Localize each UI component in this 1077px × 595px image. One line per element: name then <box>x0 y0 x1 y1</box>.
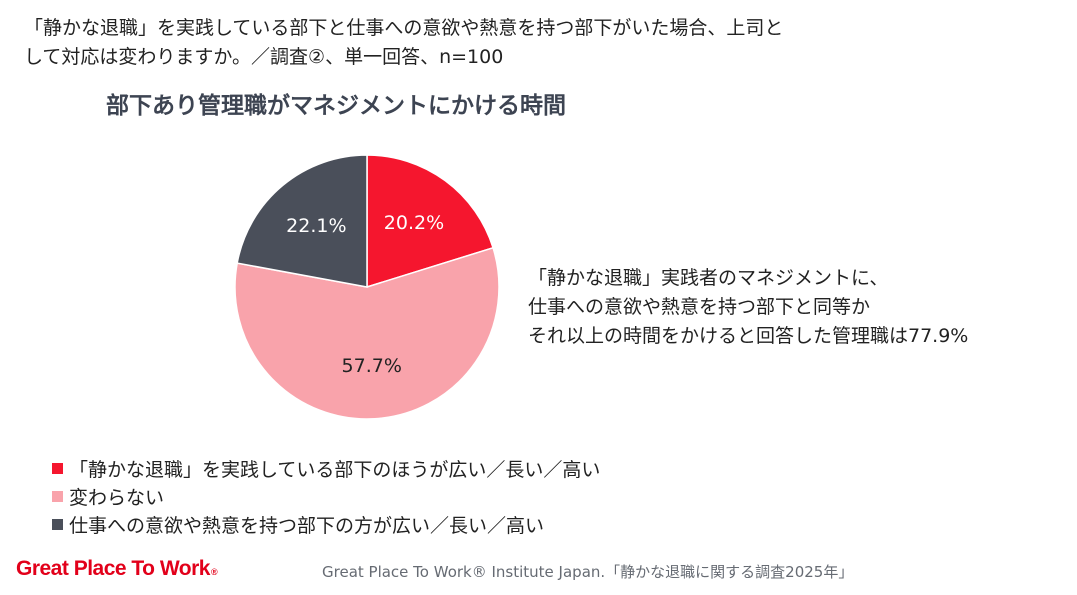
pie-slice-label-1: 57.7% <box>342 355 402 377</box>
legend-swatch-red <box>52 462 63 474</box>
legend-swatch-pink <box>52 490 63 502</box>
chart-legend: 「静かな退職」を実践している部下のほうが広い／長い／高い 変わらない 仕事への意… <box>52 454 600 538</box>
chart-title: 部下あり管理職がマネジメントにかける時間 <box>106 93 566 119</box>
pie-slice-0 <box>366 154 494 289</box>
brand-logo: Great Place To Work® <box>16 557 218 581</box>
pie-slice-label-2: 22.1% <box>286 215 346 237</box>
logo-registered-mark: ® <box>210 567 218 577</box>
legend-item-quiet-quitters-more: 「静かな退職」を実践している部下のほうが広い／長い／高い <box>52 454 600 482</box>
legend-label: 「静かな退職」を実践している部下のほうが広い／長い／高い <box>69 458 601 481</box>
legend-label: 変わらない <box>69 486 165 509</box>
callout-line-1: 「静かな退職」実践者のマネジメントに、 <box>528 267 889 289</box>
callout-line-3: それ以上の時間をかけると回答した管理職は77.9% <box>528 325 969 347</box>
callout-line-2: 仕事への意欲や熱意を持つ部下と同等か <box>528 296 871 318</box>
footer: Great Place To Work® Great Place To Work… <box>0 554 1077 590</box>
logo-text: Great Place To Work <box>16 557 210 580</box>
legend-item-motivated-more: 仕事への意欲や熱意を持つ部下の方が広い／長い／高い <box>52 510 600 538</box>
legend-swatch-gray <box>52 518 63 530</box>
legend-label: 仕事への意欲や熱意を持つ部下の方が広い／長い／高い <box>69 514 545 537</box>
pie-slice-1 <box>234 246 500 420</box>
question-text: 「静かな退職」を実践している部下と仕事への意欲や熱意を持つ部下がいた場合、上司と… <box>24 17 784 68</box>
pie-slice-2 <box>236 154 368 288</box>
pie-slice-label-0: 20.2% <box>384 212 444 234</box>
legend-item-no-change: 変わらない <box>52 482 600 510</box>
callout-text: 「静かな退職」実践者のマネジメントに、 仕事への意欲や熱意を持つ部下と同等か そ… <box>528 264 1068 351</box>
source-credit: Great Place To Work® Institute Japan.「静か… <box>322 563 854 581</box>
